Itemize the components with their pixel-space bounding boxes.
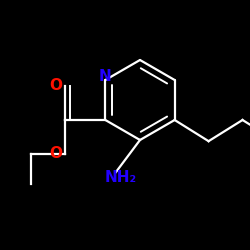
Text: O: O: [49, 78, 62, 94]
Text: NH₂: NH₂: [105, 170, 137, 184]
Text: O: O: [49, 146, 62, 162]
Text: N: N: [99, 69, 112, 84]
